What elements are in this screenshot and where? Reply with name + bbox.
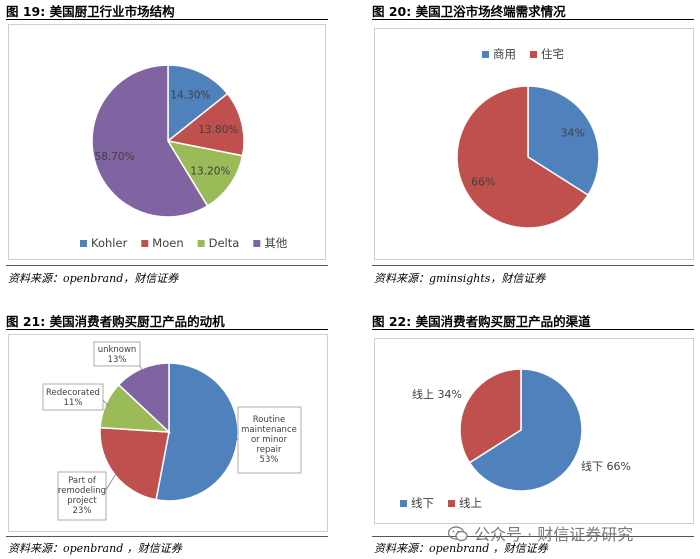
p19-legend-label-1: Moen [152, 236, 183, 250]
p22-data-label-0: 线下 66% [581, 459, 631, 473]
wechat-icon [447, 526, 468, 542]
p20-data-label-1: 66% [471, 176, 495, 189]
p19-legend-label-0: Kohler [91, 236, 128, 250]
figure-20-source: 资料来源：gminsights，财信证券 [374, 272, 546, 285]
p20-data-label-0: 34% [561, 126, 585, 139]
figure-22-title-rule [372, 329, 694, 330]
watermark: 公众号 · 财信证券研究 [447, 521, 634, 545]
p19-legend-swatch-3 [253, 240, 261, 247]
p21-callout-box-0 [237, 406, 302, 474]
p21-leader-3 [139, 365, 144, 372]
figure-21-title-rule [6, 329, 328, 330]
p19-slice-3 [91, 64, 209, 218]
figure-20-source-rule [372, 265, 694, 266]
watermark-text: 公众号 · 财信证券研究 [474, 525, 634, 544]
p20-slice-1 [456, 85, 589, 229]
figure-19-source: 资料来源：openbrand，财信证券 [8, 272, 179, 285]
p22-slice-0 [468, 368, 583, 492]
p19-slice-2 [166, 139, 244, 207]
p19-data-label-1: 13.80% [198, 124, 238, 136]
p22-legend-label-1: 线上 [459, 496, 482, 510]
p19-slice-1 [166, 92, 245, 157]
p19-legend-swatch-2 [197, 240, 205, 247]
p19-legend-swatch-1 [141, 240, 149, 247]
p22-legend-swatch-0 [400, 500, 407, 507]
p19-legend-label-3: 其他 [264, 236, 287, 250]
p21-leader-2 [102, 399, 109, 406]
figure-20-title: 图 20: 美国卫浴市场终端需求情况 [372, 4, 566, 19]
p21-callout-box-3 [93, 341, 141, 367]
p20-legend-swatch-1 [530, 51, 537, 58]
p21-data-label-3: unknown 13% [98, 345, 137, 365]
p21-leader-0 [234, 437, 239, 441]
p22-data-label-1: 线上 34% [412, 387, 462, 401]
p20-legend-label-0: 商用 [493, 47, 516, 61]
p19-data-label-0: 14.30% [170, 89, 210, 101]
p22-legend-label-0: 线下 [411, 496, 434, 510]
figure-22-title: 图 22: 美国消费者购买厨卫产品的渠道 [372, 314, 591, 329]
figure-21-source-rule [6, 536, 328, 537]
p22-legend-swatch-1 [448, 500, 455, 507]
p21-data-label-2: Redecorated 11% [46, 388, 100, 408]
p19-data-label-3: 58.70% [95, 151, 135, 163]
p19-legend-swatch-0 [80, 240, 87, 247]
figure-22-source-rule [372, 536, 694, 537]
figure-21-source: 资料来源：openbrand ，财信证券 [8, 542, 182, 555]
p21-callout-box-1 [57, 471, 107, 521]
figure-19-title-rule [6, 19, 328, 20]
p19-data-label-2: 13.20% [190, 166, 230, 178]
p21-data-label-0: Routine maintenance or minor repair 53% [241, 415, 297, 465]
p19-slice-0 [167, 64, 229, 143]
p22-slice-1 [459, 368, 522, 464]
p21-callout-box-2 [42, 383, 104, 411]
figure-19-source-rule [6, 265, 328, 266]
p21-data-label-1: Part of remodeling project 23% [58, 476, 106, 516]
figure-20-title-rule [372, 19, 694, 20]
p21-slice-1 [99, 426, 170, 501]
figure-22-source: 资料来源：openbrand ，财信证券 [374, 542, 548, 555]
p20-legend-swatch-0 [482, 51, 489, 58]
p20-legend-label-1: 住宅 [541, 47, 564, 61]
figure-21-title: 图 21: 美国消费者购买厨卫产品的动机 [6, 314, 225, 329]
figure-19-title: 图 19: 美国厨卫行业市场结构 [6, 4, 175, 19]
p21-leader-1 [105, 472, 118, 491]
p19-legend-label-2: Delta [209, 236, 240, 250]
